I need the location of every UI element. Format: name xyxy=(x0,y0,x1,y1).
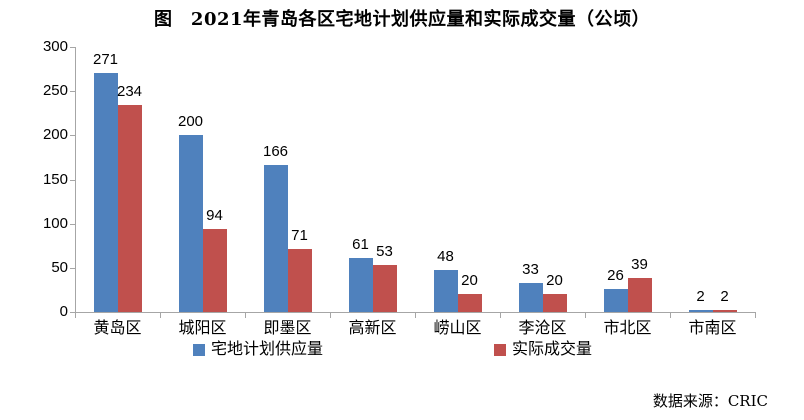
y-axis-tick-label: 250 xyxy=(42,82,68,99)
x-axis-tick-mark xyxy=(415,313,416,318)
y-axis-tick-mark xyxy=(70,312,75,313)
y-axis-tick-mark xyxy=(70,91,75,92)
bar-actual-transaction xyxy=(117,105,142,312)
bar-value-label-planned-supply: 33 xyxy=(522,261,539,278)
bar-value-label-planned-supply: 271 xyxy=(92,51,119,68)
bar-actual-transaction xyxy=(372,265,397,312)
y-axis-line xyxy=(75,47,76,312)
x-axis-category-label: 崂山区 xyxy=(433,320,482,337)
x-axis-category-label: 黄岛区 xyxy=(93,320,142,337)
bar-value-label-planned-supply: 2 xyxy=(696,288,705,305)
y-axis-tick-label: 100 xyxy=(42,215,68,232)
bar-value-label-actual-transaction: 94 xyxy=(206,207,223,224)
bar-actual-transaction xyxy=(457,294,482,312)
y-axis-tick-label: 200 xyxy=(42,126,68,143)
legend-swatch-actual-transaction xyxy=(494,344,506,356)
bar-actual-transaction xyxy=(712,310,737,312)
y-axis-tick-label: 50 xyxy=(51,259,68,276)
y-axis-tick-mark xyxy=(70,180,75,181)
x-axis-category-label: 市南区 xyxy=(688,320,737,337)
y-axis-tick-label: 0 xyxy=(59,303,68,320)
bar-value-label-planned-supply: 200 xyxy=(177,113,204,130)
bar-planned-supply xyxy=(603,289,628,312)
bar-planned-supply xyxy=(688,310,713,312)
bar-value-label-planned-supply: 166 xyxy=(262,143,289,160)
bar-planned-supply xyxy=(433,270,458,312)
bar-planned-supply xyxy=(178,135,203,312)
bar-planned-supply xyxy=(93,73,118,312)
bar-planned-supply xyxy=(263,165,288,312)
bar-value-label-actual-transaction: 2 xyxy=(720,288,729,305)
bar-value-label-actual-transaction: 20 xyxy=(546,272,563,289)
bar-actual-transaction xyxy=(627,278,652,312)
x-axis-category-label: 城阳区 xyxy=(178,320,227,337)
x-axis-tick-mark xyxy=(330,313,331,318)
x-axis-line xyxy=(75,312,756,313)
legend-item-actual-transaction: 实际成交量 xyxy=(494,342,592,358)
x-axis-category-label: 李沧区 xyxy=(518,320,567,337)
legend-swatch-planned-supply xyxy=(193,344,205,356)
legend-item-planned-supply: 宅地计划供应量 xyxy=(193,342,323,358)
chart-title: 图 2021年青岛各区宅地计划供应量和实际成交量（公顷） xyxy=(153,9,651,30)
bar-value-label-actual-transaction: 53 xyxy=(376,243,393,260)
bar-actual-transaction xyxy=(287,249,312,312)
x-axis-tick-mark xyxy=(500,313,501,318)
x-axis-category-label: 市北区 xyxy=(603,320,652,337)
bar-value-label-planned-supply: 61 xyxy=(352,236,369,253)
bar-planned-supply xyxy=(348,258,373,312)
x-axis-tick-mark xyxy=(160,313,161,318)
x-axis-category-label: 高新区 xyxy=(348,320,397,337)
y-axis-tick-mark xyxy=(70,224,75,225)
x-axis-tick-mark xyxy=(670,313,671,318)
bar-value-label-actual-transaction: 71 xyxy=(291,227,308,244)
y-axis-tick-mark xyxy=(70,47,75,48)
bar-value-label-planned-supply: 26 xyxy=(607,267,624,284)
x-axis-tick-mark xyxy=(245,313,246,318)
bar-actual-transaction xyxy=(542,294,567,312)
y-axis-tick-label: 150 xyxy=(42,171,68,188)
data-source-note: 数据来源：CRIC xyxy=(652,392,768,410)
bar-value-label-actual-transaction: 234 xyxy=(116,83,143,100)
bar-value-label-planned-supply: 48 xyxy=(437,248,454,265)
y-axis-tick-label: 300 xyxy=(42,38,68,55)
y-axis-tick-mark xyxy=(70,268,75,269)
legend-label-actual-transaction: 实际成交量 xyxy=(512,341,593,358)
x-axis-tick-mark xyxy=(585,313,586,318)
x-axis-tick-mark xyxy=(75,313,76,318)
bar-value-label-actual-transaction: 39 xyxy=(631,256,648,273)
x-axis-tick-mark xyxy=(755,313,756,318)
bar-value-label-actual-transaction: 20 xyxy=(461,272,478,289)
x-axis-category-label: 即墨区 xyxy=(263,320,312,337)
legend-label-planned-supply: 宅地计划供应量 xyxy=(211,341,324,358)
bar-planned-supply xyxy=(518,283,543,312)
y-axis-tick-mark xyxy=(70,135,75,136)
bar-actual-transaction xyxy=(202,229,227,312)
